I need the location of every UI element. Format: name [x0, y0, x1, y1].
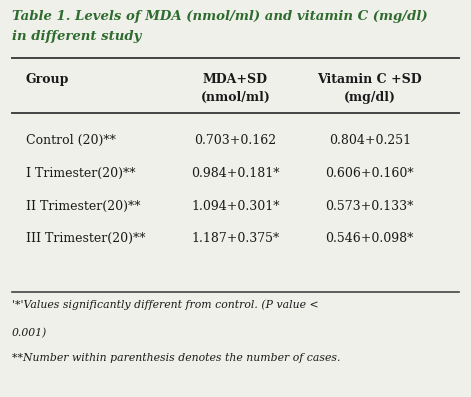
- Text: 0.606+0.160*: 0.606+0.160*: [325, 167, 414, 180]
- Text: Table 1. Levels of MDA (nmol/ml) and vitamin C (mg/dl): Table 1. Levels of MDA (nmol/ml) and vit…: [12, 10, 427, 23]
- Text: 0.001): 0.001): [12, 328, 47, 338]
- Text: Group: Group: [26, 73, 69, 86]
- Text: 1.094+0.301*: 1.094+0.301*: [191, 200, 280, 212]
- Text: 0.804+0.251: 0.804+0.251: [329, 135, 411, 147]
- Text: 0.546+0.098*: 0.546+0.098*: [325, 232, 414, 245]
- Text: 1.187+0.375*: 1.187+0.375*: [191, 232, 280, 245]
- Text: 0.573+0.133*: 0.573+0.133*: [325, 200, 414, 212]
- Text: III Trimester(20)**: III Trimester(20)**: [26, 232, 146, 245]
- Text: **Number within parenthesis denotes the number of cases.: **Number within parenthesis denotes the …: [12, 353, 340, 363]
- Text: '*'Values significantly different from control. (P value <: '*'Values significantly different from c…: [12, 300, 318, 310]
- Text: (mg/dl): (mg/dl): [344, 91, 396, 104]
- Text: (nmol/ml): (nmol/ml): [201, 91, 270, 104]
- Text: I Trimester(20)**: I Trimester(20)**: [26, 167, 135, 180]
- Text: MDA+SD: MDA+SD: [203, 73, 268, 86]
- Text: in different study: in different study: [12, 30, 141, 43]
- Text: 0.984+0.181*: 0.984+0.181*: [191, 167, 280, 180]
- Text: Vitamin C +SD: Vitamin C +SD: [317, 73, 422, 86]
- Text: Control (20)**: Control (20)**: [26, 135, 116, 147]
- Text: II Trimester(20)**: II Trimester(20)**: [26, 200, 140, 212]
- Text: 0.703+0.162: 0.703+0.162: [195, 135, 276, 147]
